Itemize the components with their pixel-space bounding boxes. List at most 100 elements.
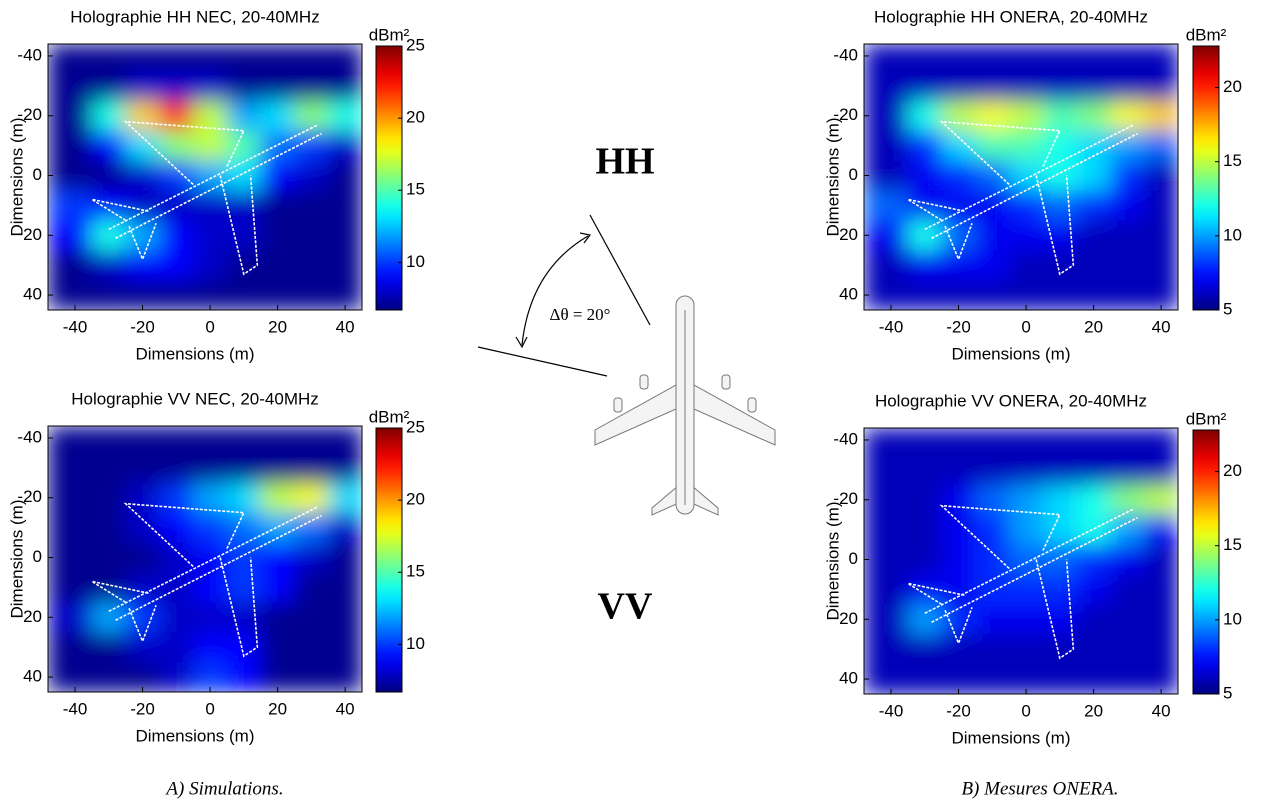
heatmap-cell: [864, 250, 909, 281]
heatmap-cell: [1144, 428, 1178, 456]
outline-stroke: [939, 504, 1062, 570]
heatmap-cell: [1110, 514, 1145, 546]
heatmap-cell: [226, 160, 262, 191]
outline-stroke: [115, 514, 322, 621]
x-axis-label: Dimensions (m): [951, 728, 1070, 747]
heatmap-cell: [193, 572, 228, 603]
heatmap-cell: [864, 604, 909, 635]
heatmap-cell: [1144, 454, 1178, 486]
heatmap-cell: [48, 542, 93, 573]
heatmap-cell: [48, 572, 93, 603]
y-tick-label: 20: [839, 225, 858, 244]
heatmap-cell: [193, 512, 228, 544]
heatmap-cell: [864, 428, 909, 456]
heatmap-cell: [1076, 220, 1111, 251]
heatmap-cell: [125, 190, 160, 221]
heatmap-cell: [193, 426, 228, 454]
heatmap-cell: [1110, 190, 1145, 221]
heatmap-cell: [294, 250, 329, 281]
heatmap-cell: [941, 100, 976, 132]
heatmap-cell: [294, 512, 329, 544]
heatmap-cell: [864, 44, 909, 72]
heatmap-cell: [1009, 130, 1044, 162]
outline-stroke: [128, 605, 157, 644]
heatmap-cell: [941, 44, 976, 72]
heatmap: [864, 44, 1178, 310]
heatmap-cell: [1042, 484, 1078, 516]
heatmap-cell: [91, 160, 127, 191]
heatmap-cell: [1144, 574, 1178, 605]
heatmap-cell: [260, 190, 295, 221]
heatmap-cell: [1076, 604, 1111, 635]
heatmap-cell: [1144, 250, 1178, 281]
heatmap-cell: [864, 190, 909, 221]
colorbar-tick-label: 25: [406, 417, 425, 436]
heatmap-cell: [1144, 190, 1178, 221]
colorbar-tick-label: 25: [406, 35, 425, 54]
x-tick-label: -20: [130, 699, 155, 718]
heatmap: [48, 44, 362, 310]
y-tick-label: 0: [33, 547, 42, 566]
center-diagram: [477, 214, 651, 377]
colorbar-tick-label: 10: [1223, 609, 1242, 628]
heatmap-cell: [975, 574, 1010, 605]
heatmap-cell: [1009, 544, 1044, 575]
heatmap-cell: [193, 602, 228, 633]
heatmap-cell: [941, 190, 976, 221]
colorbar-tick-label: 20: [406, 108, 425, 127]
heatmap-cell: [260, 452, 295, 484]
heatmap-cell: [294, 482, 329, 514]
chart-title: Holographie HH ONERA, 20-40MHz: [874, 7, 1148, 26]
heatmap-cell: [975, 544, 1010, 575]
heatmap-cell: [864, 514, 909, 546]
heatmap-cell: [159, 280, 194, 310]
y-tick-label: 40: [839, 669, 858, 688]
heatmap-cell: [907, 454, 943, 486]
heatmap-cell: [260, 44, 295, 72]
x-tick-label: 20: [268, 699, 287, 718]
heatmap-cell: [48, 662, 93, 692]
heatmap-cell: [91, 100, 127, 132]
heatmap-cell: [1110, 70, 1145, 102]
outline-stroke: [944, 223, 973, 262]
heatmap-cell: [260, 70, 295, 102]
heatmap-cell: [907, 44, 943, 72]
heatmap-cell: [159, 452, 194, 484]
chart-title: Holographie VV NEC, 20-40MHz: [71, 389, 319, 408]
heatmap-cell: [125, 602, 160, 633]
x-tick-label: -40: [63, 699, 88, 718]
heatmap-cell: [1009, 70, 1044, 102]
y-tick-label: 0: [849, 549, 858, 568]
heatmap-cell: [1042, 664, 1078, 694]
outline-stroke: [931, 132, 1138, 239]
heatmap-cell: [1042, 44, 1078, 72]
heatmap-cell: [294, 190, 329, 221]
aircraft-outline: [907, 120, 1138, 276]
heatmap-cell: [159, 130, 194, 162]
heatmap-cell: [294, 280, 329, 310]
heatmap-cell: [975, 634, 1010, 665]
heatmap-cell: [159, 220, 194, 251]
heatmap-cell: [941, 454, 976, 486]
heatmap-cell: [1144, 544, 1178, 575]
y-axis-label: Dimensions (m): [823, 501, 842, 620]
heatmap-cell: [1042, 634, 1078, 665]
heatmap-cell: [125, 220, 160, 251]
heatmap-cell: [125, 452, 160, 484]
heatmap-cells: [864, 44, 1178, 310]
heatmap-cell: [125, 100, 160, 132]
heatmap-cell: [294, 160, 329, 191]
heatmap-cell: [48, 602, 93, 633]
heatmap-cells: [864, 428, 1178, 694]
heatmap-cell: [864, 484, 909, 516]
heatmap-cell: [907, 544, 943, 575]
x-axis-label: Dimensions (m): [951, 344, 1070, 363]
heatmap-cell: [907, 428, 943, 456]
heatmap-cell: [91, 280, 127, 310]
heatmap-cell: [91, 44, 127, 72]
aircraft-outline: [907, 504, 1138, 660]
heatmap-cell: [193, 482, 228, 514]
heatmap-cell: [1110, 454, 1145, 486]
y-tick-label: -40: [17, 427, 42, 446]
heatmap-cell: [975, 664, 1010, 694]
